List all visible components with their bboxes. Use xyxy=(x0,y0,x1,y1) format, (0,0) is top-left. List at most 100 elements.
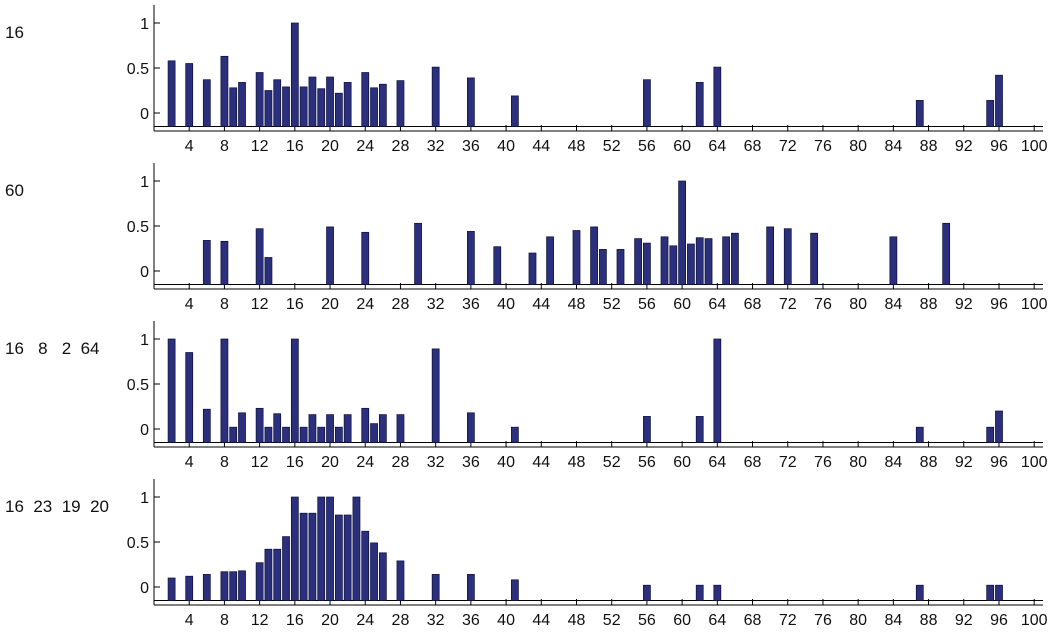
x-tick-label: 68 xyxy=(744,454,762,471)
bar xyxy=(255,407,264,443)
bar xyxy=(915,426,924,443)
x-tick-label: 28 xyxy=(392,454,410,471)
x-tick-label: 4 xyxy=(185,138,194,155)
bar xyxy=(220,240,229,285)
x-tick-label: 16 xyxy=(286,612,304,629)
x-tick-label: 12 xyxy=(251,454,269,471)
x-tick-label: 48 xyxy=(568,612,586,629)
chart-svg: 00.514 8 12 16 20 24 28 32 36 40 44 48 52 56 60 64 68 72 7… xyxy=(127,163,1048,313)
bar xyxy=(167,577,176,601)
bar xyxy=(431,574,440,601)
bar xyxy=(431,66,440,127)
x-tick-label: 56 xyxy=(638,138,656,155)
x-tick-label: 40 xyxy=(497,454,515,471)
x-tick-label: 44 xyxy=(532,138,550,155)
bar xyxy=(528,252,537,285)
bar xyxy=(308,76,317,127)
y-tick-label: 0 xyxy=(140,422,149,439)
bar xyxy=(299,426,308,443)
x-tick-label: 76 xyxy=(814,612,832,629)
x-tick-label: 8 xyxy=(220,296,229,313)
bar xyxy=(687,243,695,285)
x-tick-label: 92 xyxy=(955,612,973,629)
bar xyxy=(167,338,176,443)
y-tick-label: 1 xyxy=(140,16,149,33)
x-tick-label: 76 xyxy=(814,138,832,155)
x-tick-label: 84 xyxy=(884,296,902,313)
x-tick-label: 68 xyxy=(744,612,762,629)
chart-panel: 60 0 0.5 1 4 8 12 16 20 24 28 32 36 40 44 48 52 56 60 64 68… xyxy=(0,158,1058,316)
bar xyxy=(695,82,704,127)
bar xyxy=(308,414,317,443)
x-tick-label: 48 xyxy=(568,454,586,471)
chart-svg: 00.514 8 12 16 20 24 28 32 36 40 44 48 52 56 60 64 68 72 7… xyxy=(127,5,1048,155)
bar xyxy=(986,426,995,443)
x-tick-label: 64 xyxy=(708,454,726,471)
bar xyxy=(273,79,282,127)
x-tick-label: 24 xyxy=(356,612,374,629)
bar xyxy=(370,423,378,443)
bar xyxy=(660,236,669,285)
bar xyxy=(995,584,1003,601)
bar xyxy=(202,574,211,601)
bar xyxy=(282,536,290,601)
x-tick-label: 80 xyxy=(849,138,867,155)
bar xyxy=(273,413,282,443)
x-tick-label: 40 xyxy=(497,612,515,629)
bar xyxy=(378,414,387,443)
panel-label: 16 xyxy=(5,23,24,42)
x-tick-label: 88 xyxy=(920,296,938,313)
x-tick-label: 12 xyxy=(251,138,269,155)
bar xyxy=(220,571,229,601)
x-tick-label: 16 xyxy=(286,454,304,471)
bar xyxy=(185,352,194,443)
x-tick-label: 16 xyxy=(286,138,304,155)
x-tick-label: 92 xyxy=(955,454,973,471)
x-tick-label: 68 xyxy=(744,296,762,313)
bar xyxy=(511,95,519,127)
bar xyxy=(220,338,229,443)
x-tick-label: 60 xyxy=(673,612,691,629)
bar xyxy=(634,238,642,285)
x-tick-label: 52 xyxy=(603,138,621,155)
x-tick-label: 52 xyxy=(603,454,621,471)
chart-svg: 00.514 8 12 16 20 24 28 32 36 40 44 48 52 56 60 64 68 72 7… xyxy=(127,479,1048,629)
bar xyxy=(370,542,378,601)
bar xyxy=(511,426,519,443)
bar xyxy=(431,348,440,443)
bar xyxy=(255,562,264,601)
y-tick-label: 0.5 xyxy=(127,535,149,552)
bar xyxy=(695,237,704,285)
x-tick-label: 8 xyxy=(220,454,229,471)
bar xyxy=(264,90,273,127)
bar xyxy=(995,410,1003,443)
bar xyxy=(396,80,405,127)
x-tick-label: 76 xyxy=(814,296,832,313)
x-tick-label: 52 xyxy=(603,296,621,313)
x-tick-label: 32 xyxy=(427,454,445,471)
chart-panel: 16 8 2 64 0 0.5 1 4 8 12 16 20 24 28 32 36 40 44 48 52 5… xyxy=(0,316,1058,474)
x-tick-label: 72 xyxy=(779,612,797,629)
x-tick-label: 12 xyxy=(251,296,269,313)
bar xyxy=(915,584,924,601)
bar xyxy=(986,584,995,601)
bar xyxy=(695,584,704,601)
bar xyxy=(678,180,686,285)
x-tick-label: 32 xyxy=(427,296,445,313)
bar xyxy=(255,72,264,127)
x-tick-label: 72 xyxy=(779,296,797,313)
bar xyxy=(343,514,352,601)
x-tick-label: 92 xyxy=(955,138,973,155)
x-tick-label: 36 xyxy=(462,454,480,471)
bar xyxy=(317,426,326,443)
bar xyxy=(643,79,651,127)
y-tick-label: 0 xyxy=(140,580,149,597)
x-tick-label: 72 xyxy=(779,138,797,155)
bar xyxy=(326,414,334,443)
x-tick-label: 88 xyxy=(920,454,938,471)
x-tick-label: 60 xyxy=(673,296,691,313)
x-tick-label: 56 xyxy=(638,296,656,313)
x-tick-label: 36 xyxy=(462,296,480,313)
x-tick-label: 100 xyxy=(1021,138,1048,155)
x-tick-label: 100 xyxy=(1021,296,1048,313)
